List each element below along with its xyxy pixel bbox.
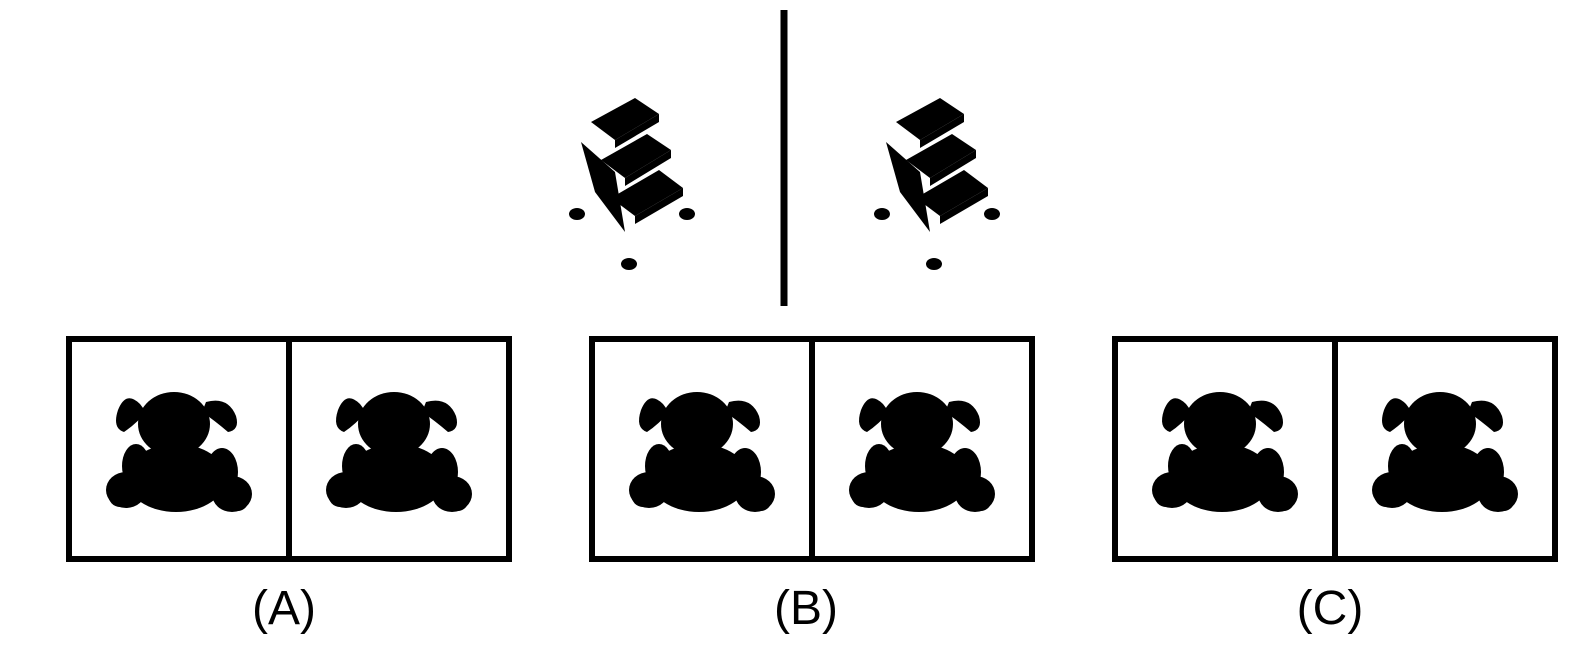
option-a[interactable]: (A) [66, 336, 512, 635]
example-pair [558, 10, 1000, 306]
teddy-bear-red [1152, 392, 1298, 512]
teddy-bear-red [629, 392, 775, 512]
option-c-label: (C) [1297, 582, 1364, 635]
teddy-bear-red [326, 392, 472, 512]
step-stool-gray [863, 47, 1000, 271]
option-c[interactable]: (C) [1112, 336, 1558, 635]
step-stool-yellow [558, 47, 695, 271]
option-b[interactable]: (B) [589, 336, 1035, 635]
option-b-label: (B) [774, 582, 838, 635]
teddy-bear-blue [1372, 392, 1518, 512]
option-a-label: (A) [252, 582, 316, 635]
teddy-bear-gray [849, 392, 995, 512]
teddy-bear-red [106, 392, 252, 512]
